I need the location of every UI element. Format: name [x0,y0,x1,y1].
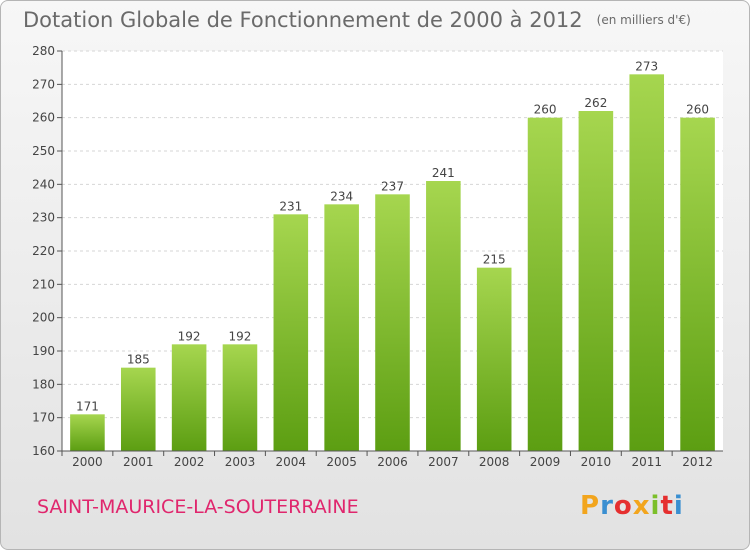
bar-2008 [476,267,512,451]
logo-letter: t [660,491,674,521]
logo-letter: r [600,491,614,521]
x-tick-label-2006: 2006 [377,455,408,469]
logo-letter: i [650,491,661,521]
chart-title-unit: (en milliers d'€) [596,13,691,27]
bar-2010 [578,111,614,451]
x-tick-label-2005: 2005 [326,455,357,469]
data-label-2001: 185 [127,353,150,367]
bar-2007 [426,181,461,451]
bar-2006 [375,194,410,452]
data-label-2010: 262 [584,96,607,110]
data-label-2003: 192 [229,329,252,343]
x-tick-label-2012: 2012 [682,455,713,469]
x-tick-label-2011: 2011 [631,455,662,469]
x-tick-label-2009: 2009 [530,455,561,469]
bar-2000 [70,414,105,451]
logo-letter: o [613,491,633,521]
x-tick-label-2004: 2004 [276,455,307,469]
data-label-2012: 260 [686,103,709,117]
x-tick-label-2010: 2010 [581,455,612,469]
y-tick-label: 170 [32,411,55,425]
y-tick-label: 200 [32,311,55,325]
data-label-2011: 273 [635,59,658,73]
y-tick-label: 210 [32,277,55,291]
y-tick-label: 220 [32,244,55,258]
bar-2011 [629,74,665,451]
y-tick-label: 270 [32,77,55,91]
chart-title-main: Dotation Globale de Fonctionnement de 20… [23,8,583,32]
x-tick-label-2003: 2003 [225,455,256,469]
bar-2009 [527,117,563,452]
chart-title: Dotation Globale de Fonctionnement de 20… [23,8,691,32]
logo-letter: i [673,491,684,521]
data-label-2004: 231 [279,199,302,213]
data-label-2006: 237 [381,179,404,193]
commune-name: SAINT-MAURICE-LA-SOUTERRAINE [37,496,359,518]
data-label-2009: 260 [534,103,557,117]
bar-2004 [273,214,309,451]
logo-letter: P [580,491,601,521]
y-tick-label: 280 [32,44,55,58]
bar-2012 [680,117,715,452]
bar-2001 [120,367,156,451]
x-tick-label-2001: 2001 [123,455,154,469]
x-tick-label-2007: 2007 [428,455,459,469]
y-tick-label: 250 [32,144,55,158]
data-label-2005: 234 [330,189,353,203]
logo-letter: x [632,491,651,521]
bar-2002 [171,344,207,451]
x-tick-label-2008: 2008 [479,455,510,469]
bar-2005 [324,204,359,451]
proxiti-logo: Proxiti [580,491,684,521]
x-tick-label-2002: 2002 [174,455,205,469]
y-tick-label: 190 [32,344,55,358]
y-tick-label: 260 [32,111,55,125]
data-label-2000: 171 [76,399,99,413]
bar-2003 [222,344,258,451]
x-tick-label-2000: 2000 [72,455,103,469]
data-label-2008: 215 [483,253,506,267]
y-tick-label: 240 [32,177,55,191]
data-label-2007: 241 [432,166,455,180]
data-label-2002: 192 [178,329,201,343]
y-tick-label: 160 [32,444,55,458]
y-tick-label: 180 [32,377,55,391]
y-tick-label: 230 [32,211,55,225]
